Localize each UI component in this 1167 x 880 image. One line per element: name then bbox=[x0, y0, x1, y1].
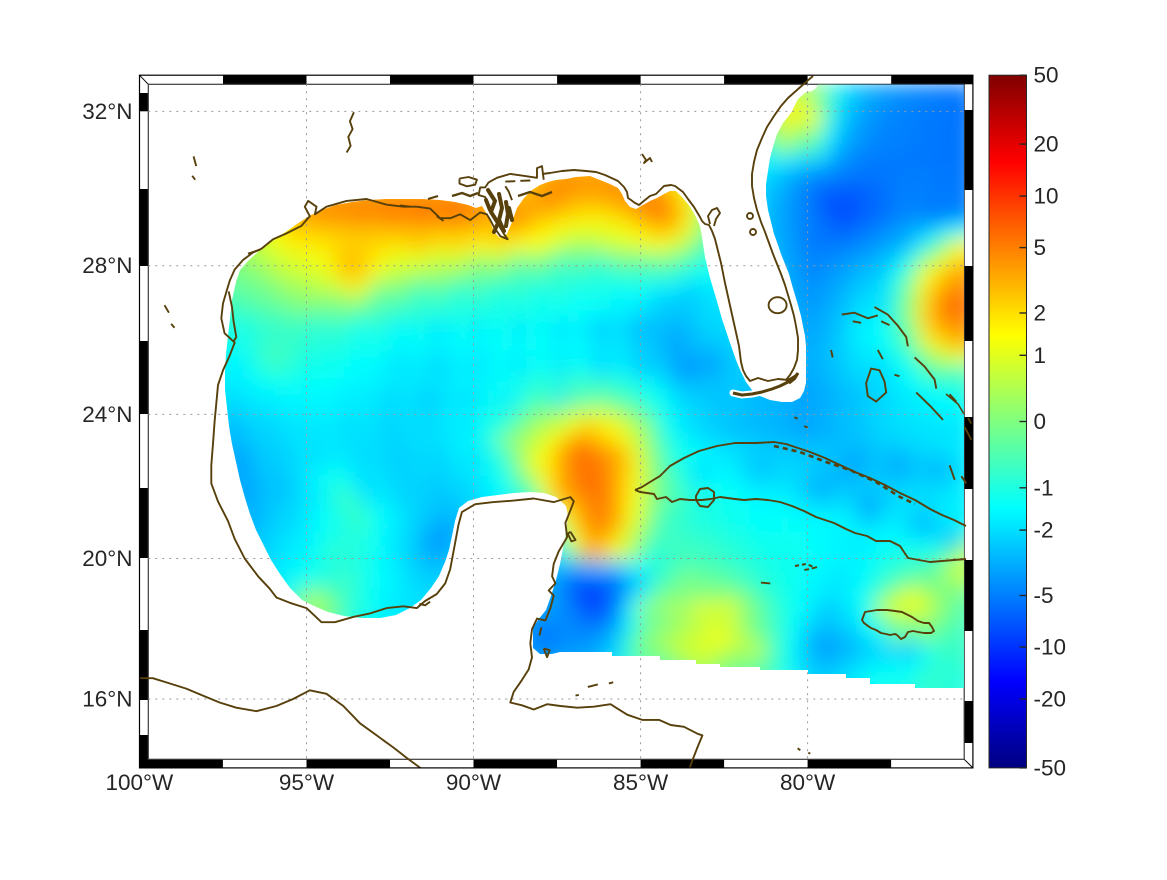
svg-text:-5: -5 bbox=[1034, 583, 1054, 608]
svg-text:20°N: 20°N bbox=[82, 546, 132, 571]
svg-text:32°N: 32°N bbox=[82, 99, 132, 124]
svg-text:90°W: 90°W bbox=[446, 770, 502, 795]
svg-text:-2: -2 bbox=[1034, 518, 1054, 543]
svg-text:-50: -50 bbox=[1034, 755, 1067, 780]
svg-text:100°W: 100°W bbox=[106, 770, 175, 795]
svg-text:-1: -1 bbox=[1034, 475, 1054, 500]
svg-text:1: 1 bbox=[1034, 343, 1047, 368]
svg-text:28°N: 28°N bbox=[82, 253, 132, 278]
svg-text:0: 0 bbox=[1034, 409, 1047, 434]
svg-text:-20: -20 bbox=[1034, 687, 1067, 712]
svg-text:95°W: 95°W bbox=[279, 770, 335, 795]
svg-text:5: 5 bbox=[1034, 235, 1047, 260]
svg-text:-10: -10 bbox=[1034, 635, 1067, 660]
svg-text:80°W: 80°W bbox=[780, 770, 836, 795]
svg-text:85°W: 85°W bbox=[613, 770, 669, 795]
svg-text:20: 20 bbox=[1034, 132, 1059, 157]
svg-text:2: 2 bbox=[1034, 301, 1047, 326]
svg-text:10: 10 bbox=[1034, 184, 1059, 209]
svg-text:50: 50 bbox=[1034, 63, 1059, 88]
svg-text:24°N: 24°N bbox=[82, 402, 132, 427]
svg-text:16°N: 16°N bbox=[82, 687, 132, 712]
